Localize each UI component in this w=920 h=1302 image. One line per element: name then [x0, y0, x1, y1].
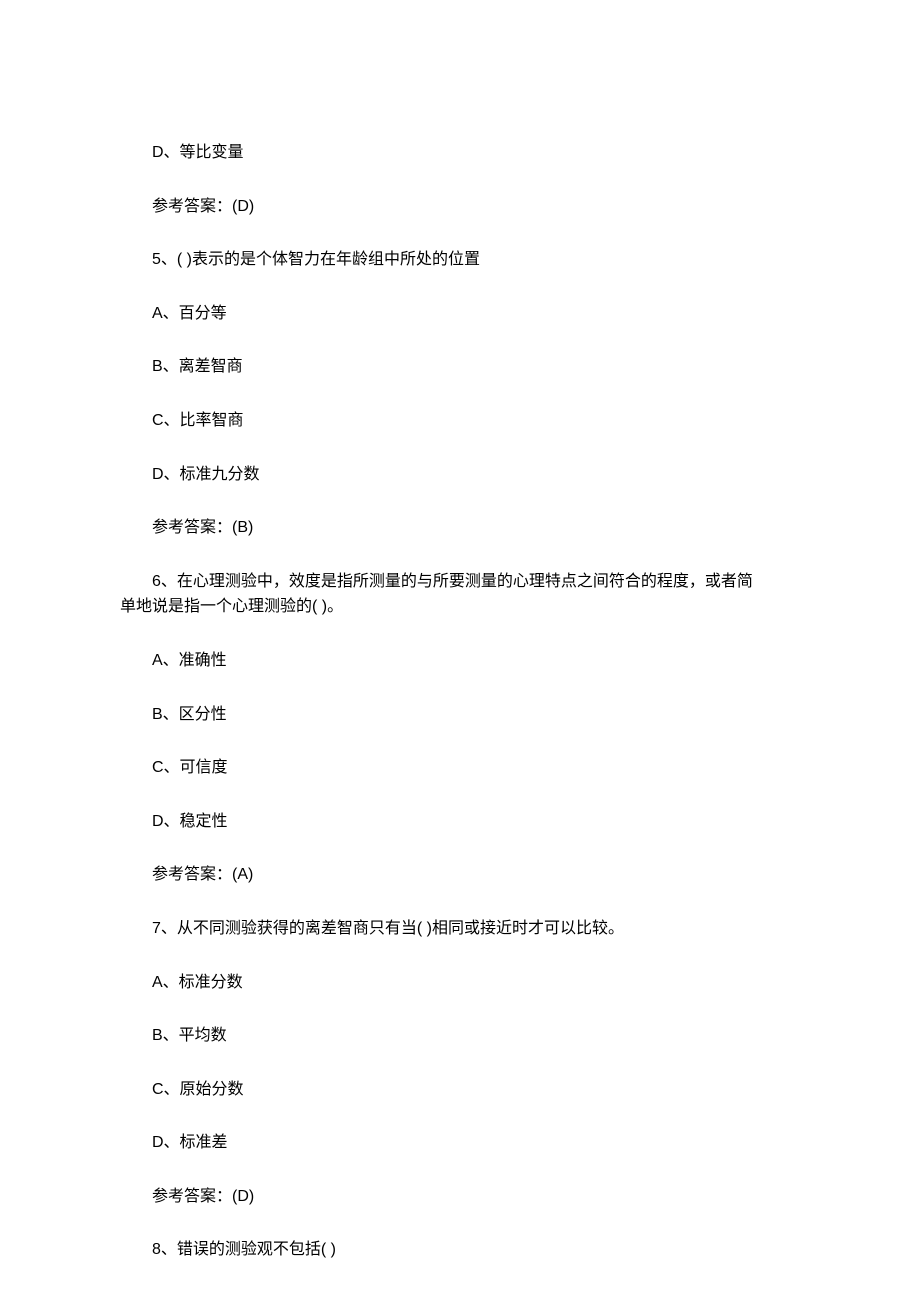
q4-answer: 参考答案：(D) [120, 194, 800, 220]
q5-option-a: A、百分等 [120, 301, 800, 327]
q5-option-c: C、比率智商 [120, 408, 800, 434]
q6-question-line1: 6、在心理测验中，效度是指所测量的与所要测量的心理特点之间符合的程度，或者简 [120, 569, 800, 595]
q6-question-line2: 单地说是指一个心理测验的( )。 [120, 594, 800, 620]
q6-option-b: B、区分性 [120, 702, 800, 728]
q6-answer: 参考答案：(A) [120, 862, 800, 888]
q5-question: 5、( )表示的是个体智力在年龄组中所处的位置 [120, 247, 800, 273]
q7-option-d: D、标准差 [120, 1130, 800, 1156]
q7-option-b: B、平均数 [120, 1023, 800, 1049]
q6-option-c: C、可信度 [120, 755, 800, 781]
q6-question: 6、在心理测验中，效度是指所测量的与所要测量的心理特点之间符合的程度，或者简 单… [120, 569, 800, 620]
q7-option-a: A、标准分数 [120, 970, 800, 996]
q5-option-b: B、离差智商 [120, 354, 800, 380]
q4-option-d: D、等比变量 [120, 140, 800, 166]
q7-question: 7、从不同测验获得的离差智商只有当( )相同或接近时才可以比较。 [120, 916, 800, 942]
q6-option-a: A、准确性 [120, 648, 800, 674]
q8-question: 8、错误的测验观不包括( ) [120, 1237, 800, 1263]
q7-answer: 参考答案：(D) [120, 1184, 800, 1210]
q7-option-c: C、原始分数 [120, 1077, 800, 1103]
q6-option-d: D、稳定性 [120, 809, 800, 835]
q5-option-d: D、标准九分数 [120, 462, 800, 488]
q5-answer: 参考答案：(B) [120, 515, 800, 541]
